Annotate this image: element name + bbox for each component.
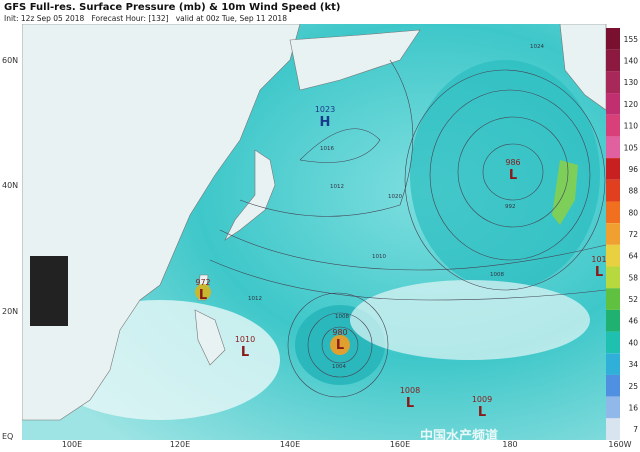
colorbar-swatch <box>606 331 620 354</box>
colorbar-tick: 96 <box>628 165 638 174</box>
colorbar-tick: 52 <box>628 295 638 304</box>
colorbar-swatch <box>606 28 620 50</box>
lat-label: 60N <box>2 56 18 65</box>
system-pressure: 101 <box>591 255 606 264</box>
colorbar-tick: 110 <box>624 122 639 131</box>
colorbar-tick: 58 <box>628 273 638 282</box>
lat-label: 20N <box>2 307 18 316</box>
watermark: 中国水产频道 <box>420 428 498 444</box>
system-letter: L <box>478 405 486 420</box>
colorbar-tick: 155 <box>624 35 639 44</box>
colorbar-tick: 140 <box>624 57 639 66</box>
header-bar <box>0 0 640 24</box>
colorbar-tick: 46 <box>628 317 638 326</box>
colorbar-tick: 80 <box>628 208 638 217</box>
bottom-margin <box>22 440 606 448</box>
system-letter: L <box>336 338 344 353</box>
system-pressure: 972 <box>195 278 210 287</box>
lon-label: 180 <box>502 440 517 448</box>
siberia-land <box>289 29 421 91</box>
calm-area <box>350 280 590 360</box>
colorbar-swatch <box>606 353 620 375</box>
isobar-label: 1010 <box>372 254 386 260</box>
system-letter: L <box>199 288 207 303</box>
system-pressure: 980 <box>332 328 347 337</box>
colorbar-swatch <box>606 114 620 137</box>
colorbar-swatch <box>606 49 620 72</box>
colorbar-swatch <box>606 223 620 245</box>
colorbar-swatch <box>606 266 620 289</box>
colorbar-swatch <box>606 179 620 202</box>
lon-label: 140E <box>280 440 300 448</box>
japan <box>224 149 276 241</box>
lon-label: 100E <box>62 440 82 448</box>
system-pressure: 1023 <box>315 105 335 114</box>
wind-field <box>410 60 600 290</box>
colorbar-tick: 88 <box>628 187 638 196</box>
lat-label: EQ <box>2 432 13 441</box>
strong-wind <box>552 160 578 225</box>
colorbar-swatch <box>606 71 620 94</box>
title: GFS Full-res. Surface Pressure (mb) & 10… <box>4 2 341 13</box>
isobar-label: 1016 <box>320 146 334 152</box>
isobar-label: 1008 <box>335 314 349 320</box>
system-pressure: 1008 <box>400 386 420 395</box>
colorbar-tick: 64 <box>628 252 638 261</box>
colorbar-swatch <box>606 396 620 419</box>
strong-wind <box>330 335 350 355</box>
system-letter: L <box>406 396 414 411</box>
colorbar-swatch <box>606 201 620 224</box>
redaction <box>30 256 68 326</box>
lat-label: 40N <box>2 181 18 190</box>
asia-land <box>21 23 301 421</box>
colorbar-swatch <box>606 418 620 440</box>
isobar-label: 1012 <box>248 296 262 302</box>
isobar-label: 1020 <box>388 194 402 200</box>
colorbar-tick: 105 <box>624 143 639 152</box>
system-letter: L <box>509 168 517 183</box>
colorbar-tick: 130 <box>624 78 639 87</box>
colorbar-swatch <box>606 288 620 310</box>
colorbar-tick: 34 <box>628 360 638 369</box>
colorbar-tick: 120 <box>624 100 639 109</box>
system-pressure: 1009 <box>472 395 492 404</box>
isobar-label: 1008 <box>490 272 504 278</box>
system-pressure: 1010 <box>235 335 255 344</box>
colorbar-swatch <box>606 309 620 332</box>
system-letter: H <box>320 115 331 130</box>
colorbar-tick: 40 <box>628 338 638 347</box>
strong-wind <box>195 284 211 300</box>
colorbar-swatch <box>606 93 620 115</box>
isobar-label: 1004 <box>332 364 346 370</box>
system-pressure: 986 <box>505 158 520 167</box>
lon-label: 120E <box>170 440 190 448</box>
system-letter: L <box>595 265 603 280</box>
subtitle: Init: 12z Sep 05 2018 Forecast Hour: [13… <box>4 14 287 23</box>
colorbar-swatch <box>606 158 620 180</box>
isobars <box>209 59 607 398</box>
colorbar-swatch <box>606 136 620 159</box>
lon-label: 160W <box>608 440 631 448</box>
isobar-label: 1012 <box>330 184 344 190</box>
isobar-label: 992 <box>505 204 516 210</box>
colorbar-tick: 25 <box>628 382 638 391</box>
colorbar-swatch <box>606 244 620 267</box>
lon-label: 160E <box>390 440 410 448</box>
colorbar-tick: 7 <box>633 425 638 434</box>
system-letter: L <box>241 345 249 360</box>
colorbar-swatch <box>606 374 620 397</box>
colorbar-tick: 72 <box>628 230 638 239</box>
left-margin <box>0 24 22 448</box>
isobar-label: 1024 <box>530 44 544 50</box>
colorbar-tick: 16 <box>628 403 638 412</box>
